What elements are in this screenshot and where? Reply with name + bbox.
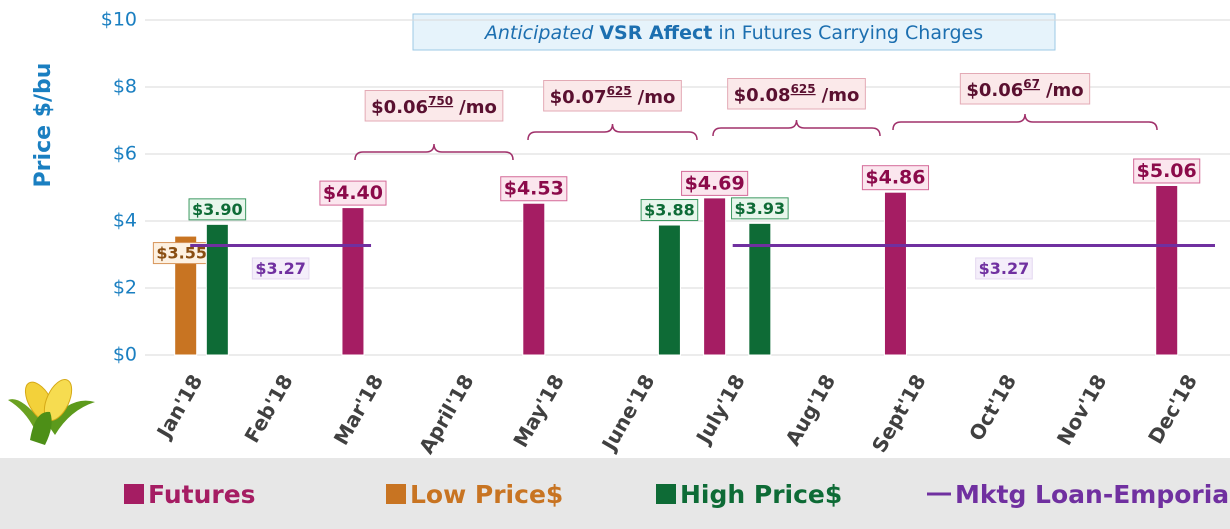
x-tick-label: Mar'18	[329, 370, 388, 449]
x-tick-label: May'18	[508, 370, 569, 451]
x-tick-label: Dec'18	[1143, 370, 1202, 448]
bar	[884, 192, 906, 355]
bracket	[528, 124, 697, 140]
legend-marker	[656, 484, 676, 504]
x-tick-label: Jan'18	[151, 370, 207, 444]
y-tick-label: $6	[113, 143, 137, 165]
bracket	[355, 144, 513, 160]
y-tick-label: $0	[113, 344, 137, 366]
annotation-main: $0.07	[550, 87, 607, 108]
y-tick-label: $4	[113, 210, 137, 232]
title-italic: Anticipated	[483, 22, 594, 44]
bar	[523, 203, 545, 355]
annotation-suffix: /mo	[638, 87, 676, 108]
data-label: $3.88	[644, 201, 695, 220]
annotation-sup: 67	[1023, 77, 1040, 91]
bar	[749, 223, 771, 355]
x-tick-label: Nov'18	[1052, 370, 1112, 449]
data-label: $4.86	[865, 167, 925, 189]
data-label: $4.40	[323, 182, 383, 204]
annotation-main: $0.06	[371, 97, 428, 118]
legend-label: Low Price$	[410, 480, 563, 509]
data-label: $4.53	[504, 178, 564, 200]
annotation-sup: 625	[607, 84, 632, 98]
bracket	[713, 120, 880, 136]
bracket	[893, 114, 1157, 130]
annotation-main: $0.06	[966, 80, 1023, 101]
legend-label: Futures	[148, 480, 256, 509]
bar	[1156, 185, 1178, 355]
data-label: $3.93	[735, 199, 786, 218]
data-label: $3.27	[255, 259, 306, 278]
data-label: $3.27	[979, 259, 1030, 278]
annotation-main: $0.08	[734, 85, 791, 106]
y-tick-label: $10	[101, 9, 137, 31]
legend-marker	[386, 484, 406, 504]
annotation-suffix: /mo	[459, 97, 497, 118]
annotation-suffix: /mo	[822, 85, 860, 106]
legend-label: Mktg Loan-Emporia	[955, 480, 1229, 509]
legend-label: High Price$	[680, 480, 842, 509]
bar	[342, 208, 364, 355]
x-tick-label: June'18	[596, 370, 660, 456]
y-axis-label: Price $/bu	[31, 63, 56, 188]
annotation-sup: 625	[791, 82, 816, 96]
title-rest: in Futures Carrying Charges	[718, 22, 983, 44]
x-tick-label: April'18	[414, 370, 478, 458]
annotation-suffix: /mo	[1046, 80, 1084, 101]
data-label: $5.06	[1137, 160, 1197, 182]
chart-title: Anticipated VSR Affect in Futures Carryi…	[483, 22, 983, 44]
legend-marker	[124, 484, 144, 504]
y-tick-label: $8	[113, 76, 137, 98]
bar	[704, 198, 726, 355]
chart: Anticipated VSR Affect in Futures Carryi…	[0, 0, 1230, 529]
bar	[658, 225, 680, 355]
x-tick-label: Oct'18	[964, 370, 1021, 445]
corn-icon	[8, 375, 95, 445]
y-tick-label: $2	[113, 277, 137, 299]
bar	[206, 224, 228, 355]
x-tick-label: Aug'18	[780, 370, 840, 450]
data-label: $4.69	[685, 172, 745, 194]
title-bold: VSR Affect	[599, 22, 712, 44]
x-tick-label: Sept'18	[867, 370, 931, 456]
x-tick-label: July'18	[690, 370, 750, 449]
data-label: $3.90	[192, 200, 243, 219]
annotation-sup: 750	[428, 94, 453, 108]
x-tick-label: Feb'18	[240, 370, 298, 447]
